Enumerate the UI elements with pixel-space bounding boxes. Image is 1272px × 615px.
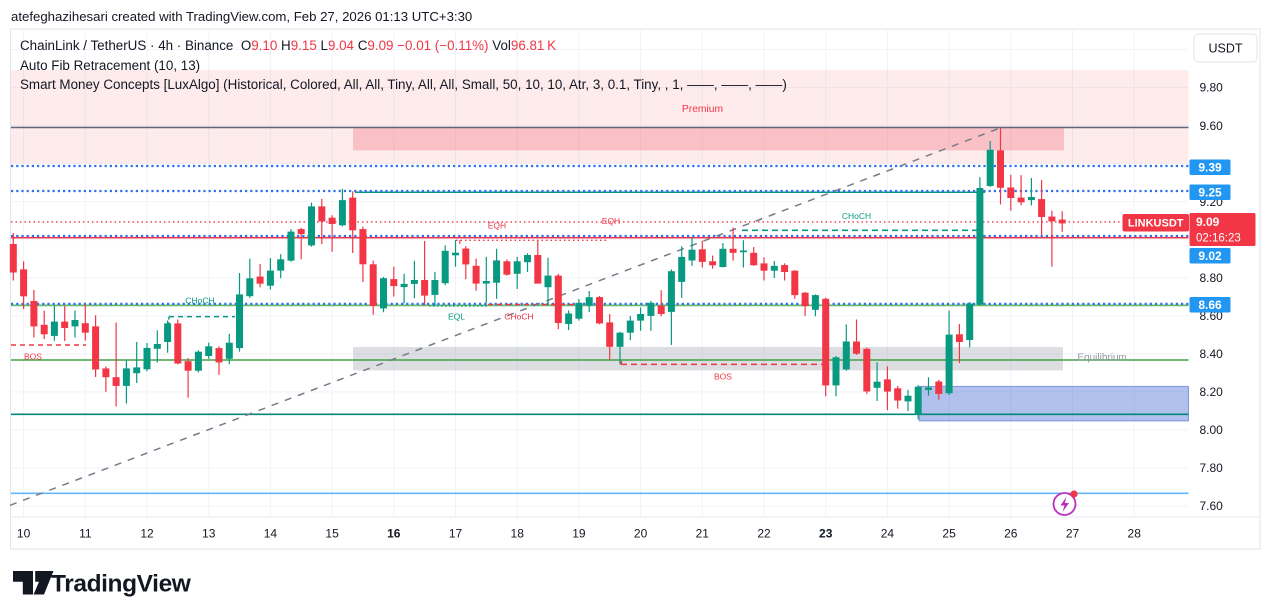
svg-text:9.60: 9.60 xyxy=(1200,119,1224,133)
svg-text:BOS: BOS xyxy=(24,352,42,362)
svg-text:9.09: 9.09 xyxy=(1196,215,1220,229)
svg-text:EQH: EQH xyxy=(602,216,620,226)
svg-text:28: 28 xyxy=(1128,527,1142,541)
svg-text:8.66: 8.66 xyxy=(1198,298,1222,312)
svg-text:9.39: 9.39 xyxy=(1198,160,1222,174)
svg-text:27: 27 xyxy=(1066,527,1080,541)
svg-text:9.02: 9.02 xyxy=(1198,249,1222,263)
svg-text:17: 17 xyxy=(449,527,463,541)
svg-text:15: 15 xyxy=(325,527,339,541)
svg-text:BOS: BOS xyxy=(714,372,732,382)
svg-text:8.20: 8.20 xyxy=(1200,385,1224,399)
svg-text:TradingView: TradingView xyxy=(51,571,192,598)
svg-text:13: 13 xyxy=(202,527,216,541)
svg-text:CHoCH: CHoCH xyxy=(185,296,214,306)
svg-text:Equilibrium: Equilibrium xyxy=(1077,353,1126,364)
svg-text:11: 11 xyxy=(79,527,92,541)
svg-text:25: 25 xyxy=(942,527,956,541)
svg-text:24: 24 xyxy=(881,527,895,541)
svg-text:USDT: USDT xyxy=(1208,42,1242,56)
svg-text:02:16:23: 02:16:23 xyxy=(1196,233,1241,245)
svg-text:12: 12 xyxy=(140,527,154,541)
svg-text:ChainLink / TetherUS · 4h · Bi: ChainLink / TetherUS · 4h · Binance O9.1… xyxy=(20,38,556,53)
svg-text:atefeghazihesari created with: atefeghazihesari created with TradingVie… xyxy=(11,9,472,24)
svg-text:Auto Fib Retracement (10, 13): Auto Fib Retracement (10, 13) xyxy=(20,58,200,73)
svg-text:LINKUSDT: LINKUSDT xyxy=(1128,218,1184,230)
svg-text:8.80: 8.80 xyxy=(1200,271,1224,285)
svg-text:9.25: 9.25 xyxy=(1198,185,1222,199)
svg-text:20: 20 xyxy=(634,527,648,541)
svg-text:CHoCH: CHoCH xyxy=(504,312,533,322)
svg-text:21: 21 xyxy=(696,527,710,541)
svg-text:16: 16 xyxy=(387,527,401,541)
svg-text:Smart Money Concepts [LuxAlgo]: Smart Money Concepts [LuxAlgo] (Historic… xyxy=(20,77,787,92)
svg-text:10: 10 xyxy=(17,527,31,541)
svg-text:EQL: EQL xyxy=(448,312,465,322)
svg-text:Premium: Premium xyxy=(682,104,723,115)
svg-text:8.00: 8.00 xyxy=(1200,423,1224,437)
svg-text:7.80: 7.80 xyxy=(1200,461,1224,475)
svg-text:26: 26 xyxy=(1004,527,1018,541)
svg-text:19: 19 xyxy=(572,527,586,541)
svg-text:18: 18 xyxy=(511,527,525,541)
svg-text:CHoCH: CHoCH xyxy=(842,211,871,221)
svg-text:EQH: EQH xyxy=(488,220,506,230)
svg-text:9.80: 9.80 xyxy=(1200,81,1224,95)
svg-text:22: 22 xyxy=(757,527,771,541)
svg-text:14: 14 xyxy=(264,527,278,541)
svg-text:8.40: 8.40 xyxy=(1200,347,1224,361)
svg-text:23: 23 xyxy=(819,527,833,541)
svg-text:7.60: 7.60 xyxy=(1200,499,1224,513)
